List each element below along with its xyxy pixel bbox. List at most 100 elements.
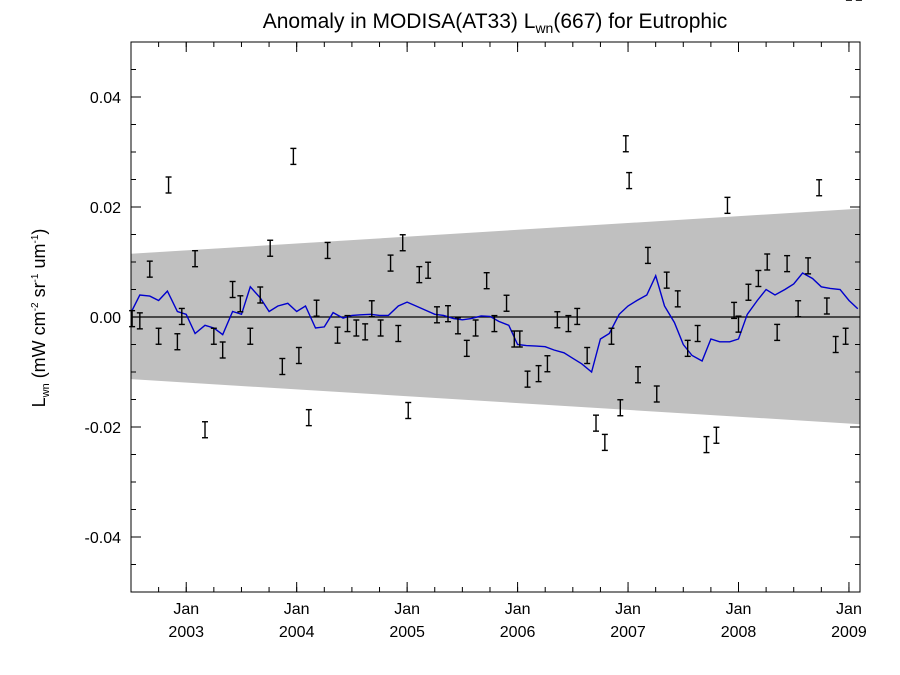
y-label-exponent-1: -2 [30, 302, 41, 311]
x-tick-month-label: Jan [505, 601, 531, 618]
anomaly-point [644, 246, 651, 265]
anomaly-point [174, 333, 181, 351]
y-label-units-um: um [29, 244, 49, 274]
anomaly-point [574, 307, 581, 326]
anomaly-point [368, 300, 375, 318]
anomaly-point [694, 324, 701, 343]
x-tick-month-label: Jan [394, 601, 420, 618]
anomaly-point [584, 346, 591, 365]
x-tick-month-label: Jan [836, 601, 862, 618]
x-tick-year-label: 2008 [721, 624, 757, 641]
anomaly-point [178, 307, 185, 326]
anomaly-point [324, 241, 331, 260]
anomaly-point [129, 309, 136, 328]
anomaly-point [313, 299, 320, 317]
anomaly-point [554, 311, 561, 329]
anomaly-point [503, 294, 510, 312]
x-tick-month-label: Jan [173, 601, 199, 618]
anomaly-point [634, 366, 641, 384]
anomaly-point [463, 339, 470, 358]
anomaly-point [684, 339, 691, 358]
anomaly-point [395, 324, 402, 343]
x-tick-year-label: 2009 [831, 624, 867, 641]
anomaly-point [257, 286, 264, 304]
x-tick-month-label: Jan [284, 601, 310, 618]
y-label-units-close: ) [29, 229, 49, 235]
anomaly-point [405, 401, 412, 420]
anomaly-point [267, 239, 274, 257]
anomaly-point [805, 257, 812, 275]
anomaly-point [425, 261, 432, 279]
anomaly-point [516, 330, 523, 348]
anomaly-point [416, 265, 423, 284]
anomaly-point [735, 315, 742, 333]
anomaly-point [192, 249, 199, 268]
anomaly-point [731, 301, 738, 320]
anomaly-point [305, 408, 312, 427]
anomaly-point [511, 330, 518, 348]
anomaly-point [237, 295, 244, 313]
anomaly-point [653, 385, 660, 403]
anomaly-point [832, 335, 839, 354]
anomaly-point [399, 234, 406, 252]
anomaly-point [626, 171, 633, 190]
x-tick-month-label: Jan [615, 601, 641, 618]
x-tick-year-label: 2007 [610, 624, 646, 641]
anomaly-point [387, 254, 394, 272]
anomaly-point [784, 254, 791, 273]
y-label-L: L [29, 397, 49, 407]
anomaly-point [713, 426, 720, 444]
anomaly-point [795, 300, 802, 318]
anomaly-point [703, 435, 710, 454]
anomaly-point [344, 314, 351, 333]
anomaly-point [745, 283, 752, 301]
anomaly-point [823, 297, 830, 315]
chart-title-subscript: wn [534, 20, 553, 36]
x-tick-year-label: 2006 [500, 624, 536, 641]
y-tick-label: 0.00 [90, 310, 121, 327]
anomaly-point [202, 421, 209, 439]
anomaly-point [491, 314, 498, 333]
y-label-exponent-2: -1 [30, 273, 41, 282]
anomaly-point [764, 253, 771, 271]
chart-title: Anomaly in MODISA(AT33) Lwn(667) for Eut… [263, 10, 728, 36]
y-label-subscript: wn [40, 383, 52, 398]
anomaly-points-layer [129, 0, 862, 454]
anomaly-point [136, 312, 143, 330]
anomaly-point [334, 326, 341, 344]
anomaly-point [219, 341, 226, 359]
anomaly-point [816, 179, 823, 197]
anomaly-point [601, 433, 608, 452]
anomaly-point [724, 196, 731, 215]
anomaly-point [433, 306, 440, 324]
anomaly-point [210, 327, 217, 345]
anomaly-point [593, 414, 600, 432]
anomaly-point [362, 323, 369, 341]
anomaly-point [229, 280, 236, 299]
anomaly-point [608, 327, 615, 345]
x-tick-year-label: 2003 [168, 624, 204, 641]
y-tick-label: -0.02 [85, 420, 122, 437]
anomaly-point [622, 135, 629, 153]
anomaly-point [353, 319, 360, 337]
anomaly-point [524, 370, 531, 388]
anomaly-point [377, 319, 384, 337]
chart-title-suffix: (667) for Eutrophic [553, 10, 727, 33]
anomaly-point [535, 364, 542, 383]
anomaly-point [279, 357, 286, 376]
anomaly-point [483, 272, 490, 290]
anomaly-point [472, 319, 479, 337]
anomaly-point [842, 327, 849, 345]
y-axis-label: Lwn (mW cm-2 sr-1 um-1) [29, 229, 52, 408]
x-tick-month-label: Jan [726, 601, 752, 618]
y-label-exponent-3: -1 [30, 234, 41, 243]
axis-ticks-layer: -0.04 -0.02 0.00 0.02 0.04 Jan 2003 Jan 2004 Jan 2… [85, 41, 867, 641]
y-tick-label: -0.04 [85, 530, 122, 547]
anomaly-point [155, 327, 162, 345]
y-label-units-sr: sr [29, 282, 49, 302]
y-label-units-open: (mW cm [29, 311, 49, 383]
chart-title-prefix: Anomaly in MODISA(AT33) L [263, 10, 536, 33]
anomaly-point [544, 355, 551, 373]
x-tick-year-label: 2004 [279, 624, 315, 641]
